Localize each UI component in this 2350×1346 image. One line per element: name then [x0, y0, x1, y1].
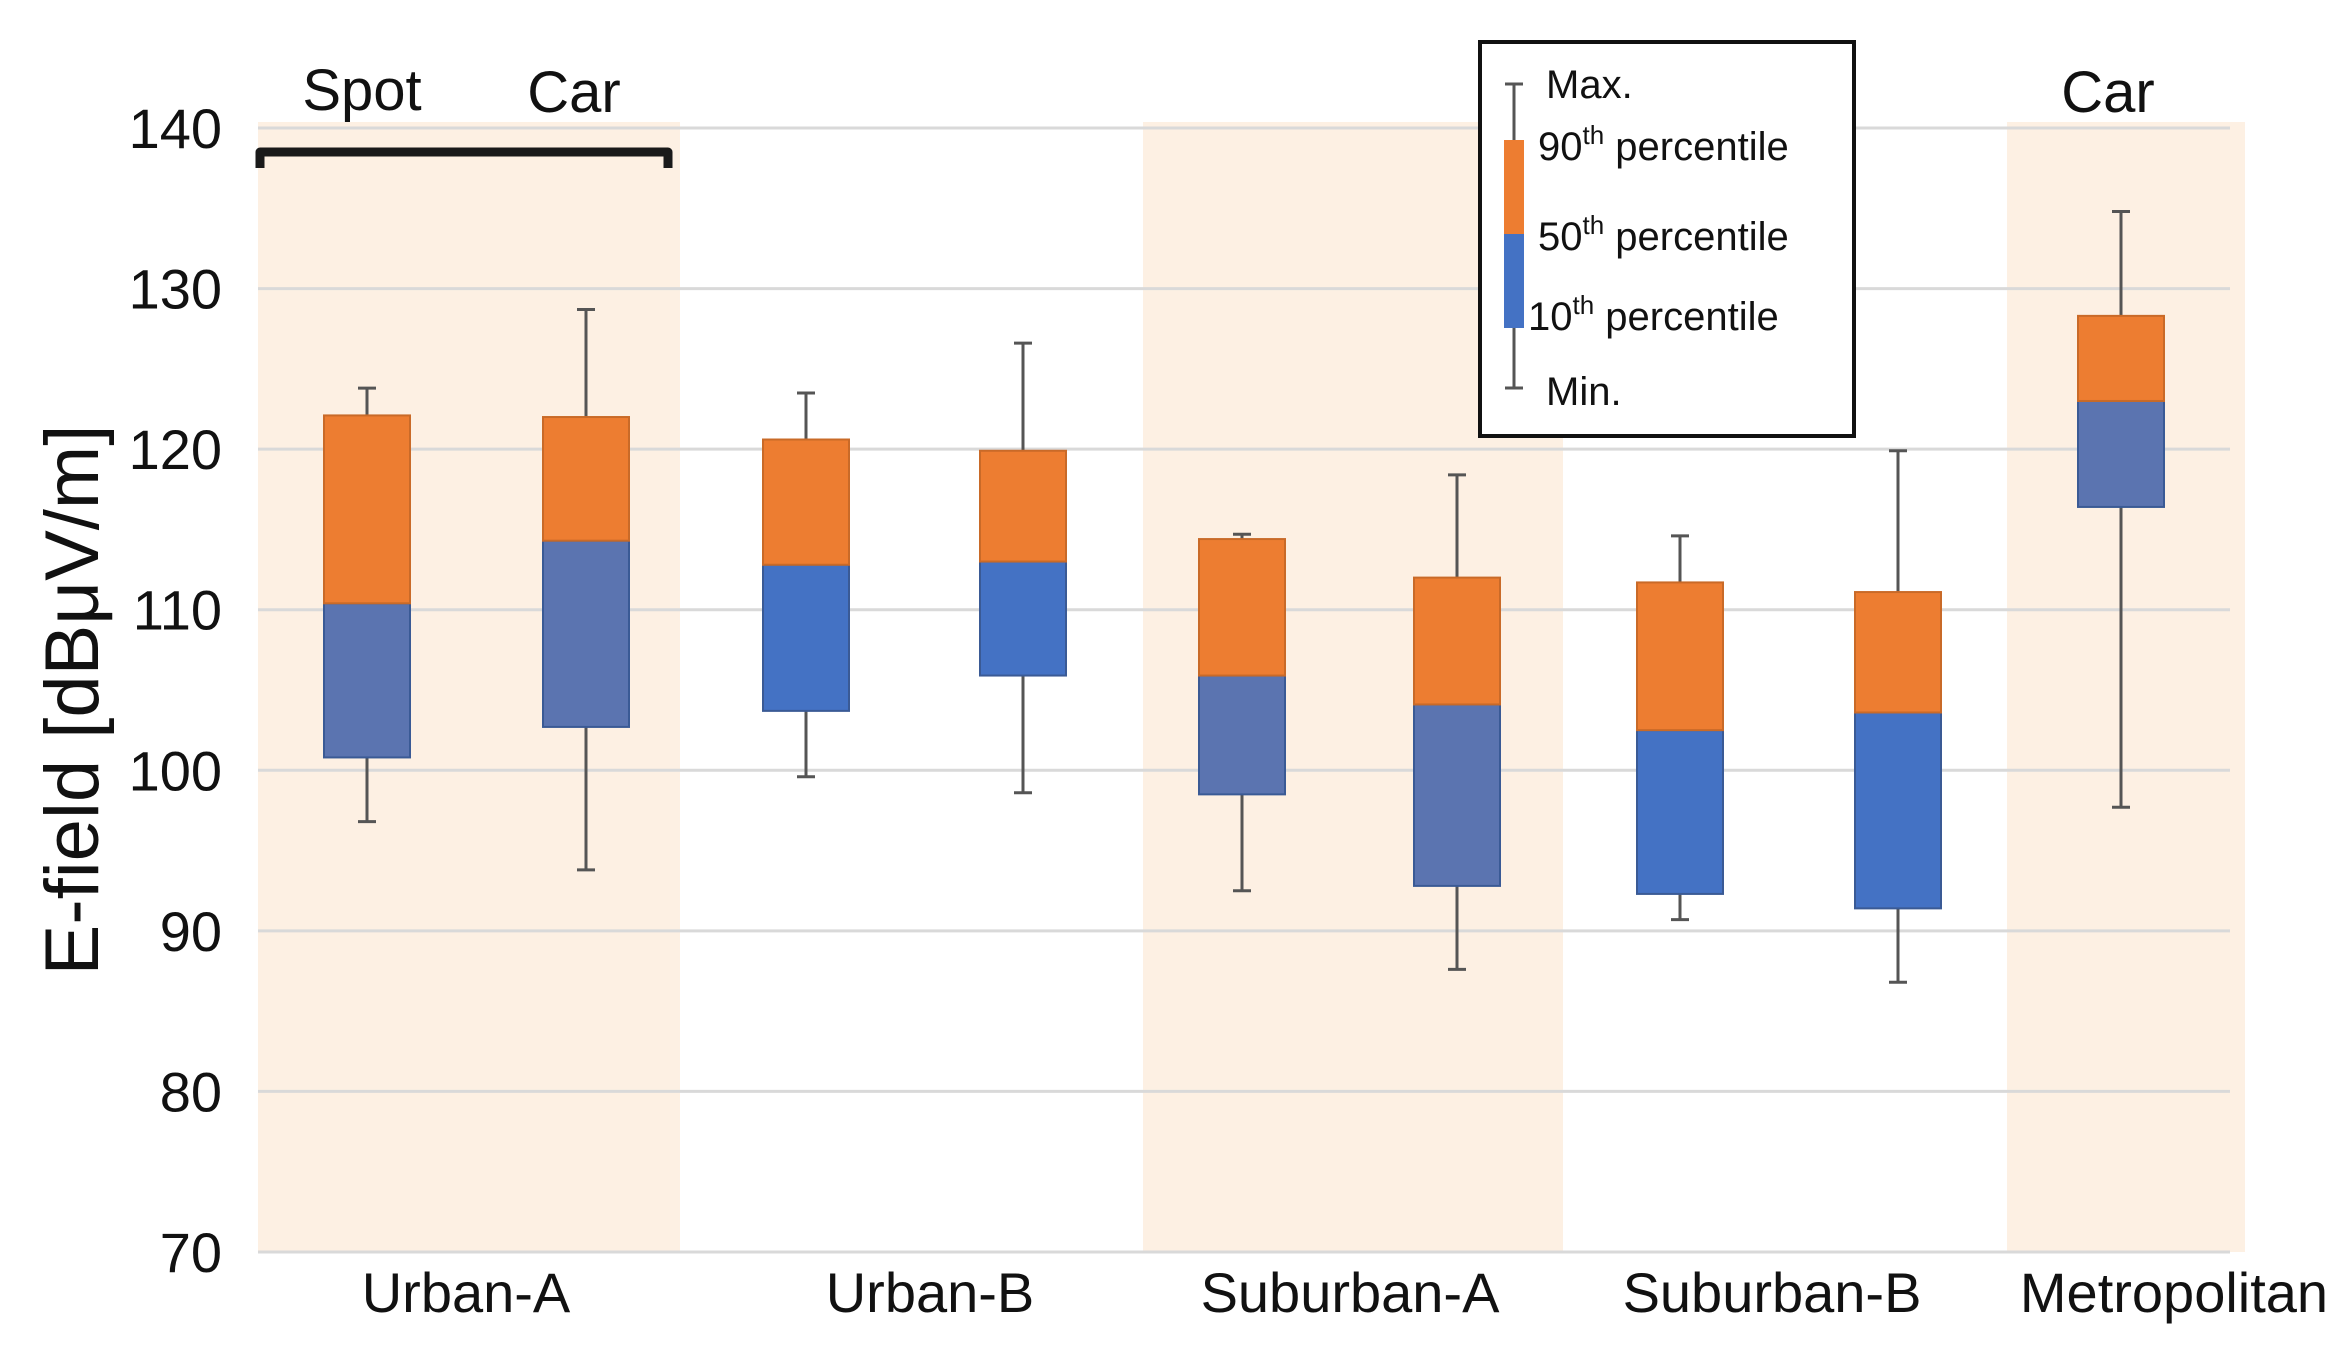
group-bracket-urban-a	[255, 147, 673, 168]
category-label-urban-a: Urban-A	[362, 1261, 571, 1324]
box-lower-p10-p50	[1636, 729, 1724, 895]
legend: Max. 90th percentile 50th percentile 10th p…	[1478, 40, 1856, 438]
y-tick-label-70: 70	[160, 1221, 222, 1284]
legend-item-1: Max.	[1546, 63, 1633, 107]
box-upper-p50-p90	[979, 449, 1067, 563]
box-upper-p50-p90	[1636, 581, 1724, 732]
box-upper-p50-p90	[1854, 591, 1942, 714]
legend-swatch-upper	[1504, 140, 1524, 234]
group-note-spot-urban-a: Spot	[302, 58, 421, 123]
box-upper-p50-p90	[762, 438, 850, 566]
box-urban-a-spot	[323, 386, 411, 824]
box-urban-b-car	[979, 341, 1067, 795]
box-lower-p10-p50	[2077, 399, 2165, 508]
box-lower-p10-p50	[762, 563, 850, 712]
box-upper-p50-p90	[542, 416, 630, 542]
box-lower-p10-p50	[323, 602, 411, 759]
y-tick-label-90: 90	[160, 900, 222, 963]
box-upper-p50-p90	[2077, 314, 2165, 402]
legend-swatch-lower	[1504, 234, 1524, 328]
box-lower-p10-p50	[1854, 711, 1942, 910]
box-urban-b-spot	[762, 391, 850, 779]
box-upper-p50-p90	[1198, 538, 1286, 677]
y-tick-label-140: 140	[129, 97, 222, 160]
group-note-car-urban-a: Car	[527, 60, 620, 125]
y-tick-label-120: 120	[129, 418, 222, 481]
box-suburban-a-spot	[1198, 532, 1286, 893]
box-suburban-b-car	[1854, 449, 1942, 984]
y-tick-label-110: 110	[133, 579, 222, 642]
box-lower-p10-p50	[979, 560, 1067, 677]
shaded-band-metropolitan	[2007, 122, 2245, 1252]
category-label-metropolitan: Metropolitan	[2020, 1261, 2328, 1324]
box-lower-p10-p50	[1413, 703, 1501, 887]
y-tick-label-100: 100	[129, 739, 222, 802]
box-lower-p10-p50	[1198, 674, 1286, 796]
legend-item-3: 50th percentile	[1538, 210, 1789, 259]
group-note-car-metropolitan: Car	[2061, 60, 2154, 125]
y-tick-label-130: 130	[129, 258, 222, 321]
box-suburban-b-spot	[1636, 534, 1724, 922]
legend-item-2: 90th percentile	[1538, 120, 1789, 169]
legend-item-5: Min.	[1546, 370, 1622, 414]
box-metropolitan-car	[2077, 209, 2165, 809]
box-upper-p50-p90	[323, 414, 411, 605]
y-tick-label-80: 80	[160, 1060, 222, 1123]
y-axis-label: E-field [dBμV/m]	[30, 425, 115, 976]
box-upper-p50-p90	[1413, 576, 1501, 706]
legend-item-4: 10th percentile	[1528, 290, 1779, 339]
box-lower-p10-p50	[542, 539, 630, 728]
category-label-suburban-a: Suburban-A	[1201, 1261, 1501, 1324]
box-urban-a-car	[542, 307, 630, 872]
box-suburban-a-car	[1413, 473, 1501, 971]
category-label-suburban-b: Suburban-B	[1623, 1261, 1922, 1324]
category-label-urban-b: Urban-B	[826, 1261, 1035, 1324]
legend-frame	[1478, 40, 1856, 438]
